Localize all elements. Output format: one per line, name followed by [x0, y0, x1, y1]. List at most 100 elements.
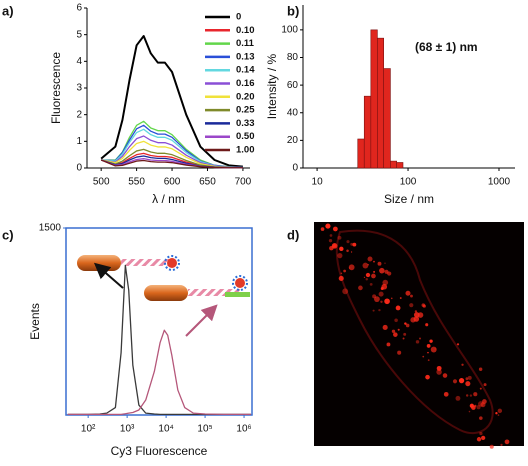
y-tick-label: 40 [287, 107, 299, 118]
data-line [101, 135, 243, 169]
x-tick-label: 10⁴ [158, 424, 173, 435]
spot [348, 264, 355, 271]
legend-label: 0.33 [236, 118, 255, 129]
spot [372, 309, 375, 312]
spot [332, 244, 337, 248]
spot [483, 383, 487, 387]
spot [410, 317, 416, 323]
y-tick-label: 0 [292, 163, 298, 174]
legend-label: 0.50 [236, 131, 255, 142]
spot [397, 350, 402, 355]
spot [337, 235, 342, 240]
data-line [67, 329, 251, 416]
spot [429, 339, 433, 343]
spot [378, 291, 384, 297]
spot [476, 405, 481, 410]
x-tick-label: 500 [93, 177, 110, 188]
spot [373, 260, 375, 263]
spot [377, 261, 382, 266]
spot [427, 351, 429, 354]
y-tick-label: 0 [76, 163, 82, 174]
legend-label: 0.11 [236, 38, 255, 49]
spot [495, 412, 498, 415]
x-tick-label: 650 [199, 177, 216, 188]
bar [396, 162, 404, 169]
spot [343, 269, 347, 273]
spot [405, 290, 411, 296]
spot [362, 262, 369, 269]
spot [455, 395, 461, 401]
legend-label: 0 [236, 12, 241, 23]
x-tick-label: 10⁵ [197, 424, 212, 435]
spot [339, 246, 344, 252]
y-tick-label: 60 [287, 80, 299, 91]
spot [390, 297, 393, 300]
bar [390, 160, 397, 169]
x-tick-label: 550 [128, 177, 145, 188]
spot [384, 298, 390, 305]
y-tick-label: 4 [76, 56, 82, 67]
data-line [101, 140, 243, 169]
spot [414, 310, 418, 313]
y-tick-label: 5 [76, 29, 82, 40]
y-tick-label: 20 [287, 135, 299, 146]
spot [476, 437, 482, 442]
spot [427, 359, 430, 362]
spot [442, 373, 448, 378]
spot [418, 337, 422, 340]
x-tick-label: 1000 [488, 177, 511, 188]
spot [371, 273, 376, 279]
spot [469, 403, 474, 408]
x-tick-label: 10³ [120, 424, 135, 435]
spot [479, 416, 483, 420]
y-axis-label: Intensity / % [265, 53, 279, 119]
spot [410, 294, 413, 298]
spot [467, 375, 472, 380]
y-tick-label: 2 [76, 109, 82, 120]
spot [479, 387, 482, 390]
spot [382, 324, 388, 331]
spot [350, 242, 354, 246]
panel-label: c) [2, 227, 14, 242]
spot [352, 242, 357, 247]
spot [461, 363, 464, 366]
spot [369, 282, 373, 286]
x-axis-label: λ / nm [152, 192, 185, 206]
spot [399, 297, 402, 299]
spot [426, 344, 431, 348]
x-tick-label: 700 [235, 177, 252, 188]
spot [373, 270, 376, 273]
spot [338, 275, 344, 281]
bar [363, 95, 372, 169]
legend-label: 0.25 [236, 105, 255, 116]
y-tick-label: 6 [76, 3, 82, 14]
spot [497, 414, 500, 416]
spot [465, 394, 469, 397]
spot [474, 404, 477, 408]
spot [434, 348, 437, 350]
spot [363, 276, 366, 279]
y-tick-label: 3 [76, 83, 82, 94]
spot [500, 443, 503, 447]
data-line [100, 35, 244, 168]
y-tick-label: 1 [76, 136, 82, 147]
spot [346, 240, 350, 244]
y-tick-label: 100 [281, 25, 298, 36]
spot [340, 272, 343, 275]
y-tick-label: 1500 [39, 223, 62, 234]
microscopy-image [314, 222, 524, 449]
spot [425, 323, 429, 327]
y-tick-label: 80 [287, 52, 299, 63]
spot [422, 355, 425, 358]
spot [468, 410, 471, 413]
spot [403, 332, 407, 336]
panel-label: a) [2, 3, 14, 18]
x-tick-label: 100 [400, 177, 417, 188]
spot [372, 294, 377, 299]
spot [473, 392, 478, 397]
data-line [67, 264, 251, 416]
legend-label: 0.10 [236, 25, 255, 36]
spot [465, 377, 469, 381]
bar [370, 29, 378, 169]
